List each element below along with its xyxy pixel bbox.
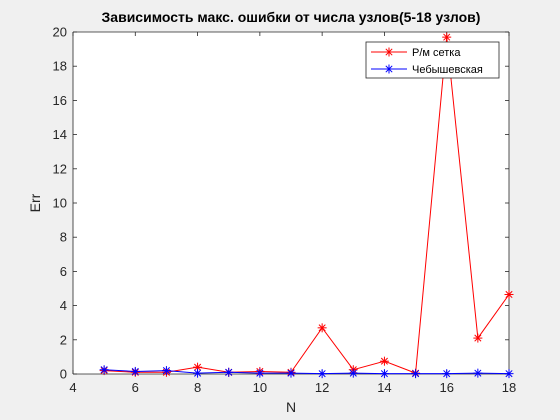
y-tick-label: 2 <box>60 332 67 347</box>
y-tick-label: 8 <box>60 230 67 245</box>
x-axis-label: N <box>286 399 296 415</box>
x-tick-label: 8 <box>194 380 201 395</box>
y-tick-label: 14 <box>53 127 67 142</box>
y-tick-label: 16 <box>53 93 67 108</box>
data-point <box>379 369 389 379</box>
data-point <box>348 368 358 378</box>
data-point <box>317 369 327 379</box>
y-tick-label: 18 <box>53 59 67 74</box>
data-point <box>224 367 234 377</box>
legend-asterisk-icon <box>384 47 394 57</box>
data-point <box>99 365 109 375</box>
data-point <box>442 32 452 42</box>
y-tick-label: 12 <box>53 161 67 176</box>
y-tick-label: 20 <box>53 25 67 40</box>
y-tick-label: 6 <box>60 264 67 279</box>
data-point <box>473 368 483 378</box>
data-point <box>286 368 296 378</box>
x-tick-label: 6 <box>132 380 139 395</box>
data-point <box>504 289 514 299</box>
y-tick-label: 4 <box>60 298 67 313</box>
series-layer <box>99 32 514 379</box>
legend-asterisk-icon <box>384 64 394 74</box>
data-point <box>504 369 514 379</box>
x-tick-label: 16 <box>439 380 453 395</box>
data-point <box>317 323 327 333</box>
legend-entry-rm: Р/м сетка <box>412 47 461 59</box>
data-point <box>379 356 389 366</box>
legend-marker-cheb <box>384 64 394 74</box>
legend: Р/м сетка Чебышевская <box>365 41 500 79</box>
data-point <box>255 368 265 378</box>
chart-title: Зависимость макс. ошибки от числа узлов(… <box>102 9 481 25</box>
x-tick-label: 14 <box>377 380 391 395</box>
y-tick-label: 0 <box>60 367 67 382</box>
legend-marker-rm <box>384 47 394 57</box>
plot-area <box>73 32 509 374</box>
legend-entry-cheb: Чебышевская <box>412 64 483 76</box>
series-line <box>104 369 510 375</box>
data-point <box>442 369 452 379</box>
y-axis-label: Err <box>27 193 43 212</box>
data-point <box>473 333 483 343</box>
data-point <box>130 366 140 376</box>
legend-box <box>365 41 500 79</box>
x-tick-label: 18 <box>502 380 516 395</box>
x-tick-label: 4 <box>69 380 76 395</box>
x-tick-label: 10 <box>253 380 267 395</box>
data-point <box>193 368 203 378</box>
y-tick-label: 10 <box>53 196 67 211</box>
data-point <box>161 366 171 376</box>
data-point <box>411 369 421 379</box>
series-chebyshev <box>99 365 514 379</box>
axes: 4 6 8 10 12 14 16 18 0 2 4 6 8 10 12 14 16 18 20 <box>53 25 517 396</box>
x-tick-label: 12 <box>315 380 329 395</box>
